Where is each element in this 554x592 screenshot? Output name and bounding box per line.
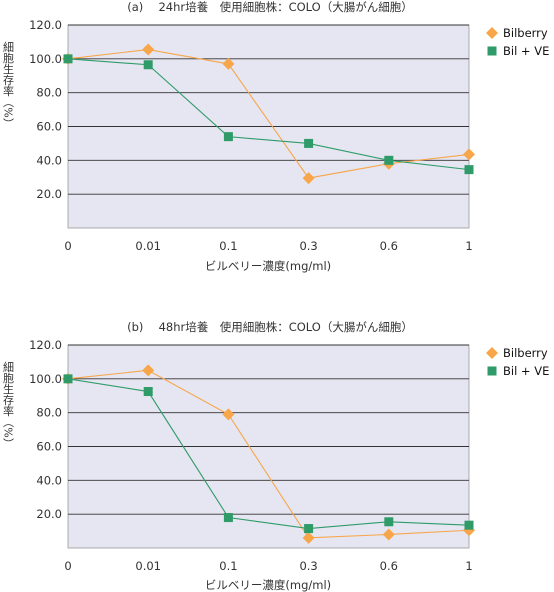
data-point-bil-ve [63, 374, 73, 384]
x-tick-label: 0.6 [380, 559, 398, 573]
x-tick-label: 0.6 [380, 239, 398, 253]
data-point-bil-ve [63, 54, 73, 64]
y-axis-label: 細胞生存率（%） [2, 41, 15, 129]
chart-panel-a: (a) 24hr培養 使用細胞株：COLO（大腸がん細胞） 20.0 40.0 60.… [2, 0, 550, 273]
data-point-bil-ve [304, 524, 314, 534]
y-tick-label: 120.0 [29, 338, 62, 352]
data-point-bilberry [382, 528, 395, 541]
x-tick-label: 0.1 [219, 239, 237, 253]
legend-label-bil-ve: Bil + VE [503, 364, 549, 378]
x-tick-label: 0.1 [219, 559, 237, 573]
x-tick-label: 0.01 [135, 239, 161, 253]
x-tick-label: 0.01 [135, 559, 161, 573]
y-axis-label: 細胞生存率（%） [2, 361, 15, 449]
series-line-bilberry [67, 369, 470, 539]
data-point-bilberry [142, 43, 155, 56]
x-tick-label: 1 [465, 559, 472, 573]
series-line-bil-ve [67, 378, 470, 530]
data-point-bil-ve [384, 517, 394, 527]
data-point-bil-ve [464, 165, 474, 175]
data-point-bil-ve [384, 155, 394, 165]
y-tick-label: 80.0 [36, 86, 62, 100]
x-axis-label: ビルベリー濃度(mg/ml) [205, 259, 331, 273]
legend-marker-bil-ve [487, 366, 497, 376]
y-tick-label: 80.0 [36, 406, 62, 420]
data-point-bilberry [463, 148, 475, 161]
x-tick-label: 0 [64, 239, 71, 253]
data-point-bilberry [222, 408, 235, 421]
data-point-bil-ve [464, 520, 474, 530]
y-tick-label: 20.0 [36, 187, 62, 201]
chart-panel-b: (b) 48hr培養 使用細胞株：COLO（大腸がん細胞） 20.0 40.0 60.… [2, 320, 550, 592]
x-tick-label: 0.3 [299, 559, 317, 573]
y-tick-label: 60.0 [36, 440, 62, 454]
series-line-bil-ve [67, 58, 470, 171]
legend-marker-bil-ve [487, 46, 497, 56]
y-tick-label: 40.0 [36, 473, 62, 487]
legend-label-bilberry: Bilberry [503, 26, 548, 40]
legend-label-bilberry: Bilberry [503, 346, 548, 360]
y-tick-label: 40.0 [36, 153, 62, 167]
data-point-bilberry [142, 364, 155, 377]
x-tick-label: 1 [465, 239, 472, 253]
x-tick-label: 0.3 [299, 239, 317, 253]
legend-marker-bilberry [486, 347, 498, 359]
data-point-bilberry [222, 57, 235, 70]
chart-title: (a) 24hr培養 使用細胞株：COLO（大腸がん細胞） [127, 0, 412, 14]
chart-title: (b) 48hr培養 使用細胞株：COLO（大腸がん細胞） [127, 320, 413, 334]
y-tick-label: 20.0 [36, 507, 62, 521]
data-point-bil-ve [223, 132, 233, 142]
data-point-bil-ve [143, 60, 153, 70]
data-point-bilberry [302, 531, 315, 544]
data-point-bilberry [302, 172, 315, 185]
y-tick-label: 100.0 [29, 372, 62, 386]
legend-marker-bilberry [486, 27, 498, 39]
x-tick-label: 0 [64, 559, 71, 573]
y-tick-label: 60.0 [36, 120, 62, 134]
data-point-bil-ve [223, 513, 233, 523]
data-point-bil-ve [304, 138, 314, 148]
legend-label-bil-ve: Bil + VE [503, 44, 549, 58]
y-tick-label: 100.0 [29, 52, 62, 66]
y-tick-label: 120.0 [29, 18, 62, 32]
x-axis-label: ビルベリー濃度(mg/ml) [205, 578, 331, 592]
data-point-bil-ve [143, 387, 153, 397]
